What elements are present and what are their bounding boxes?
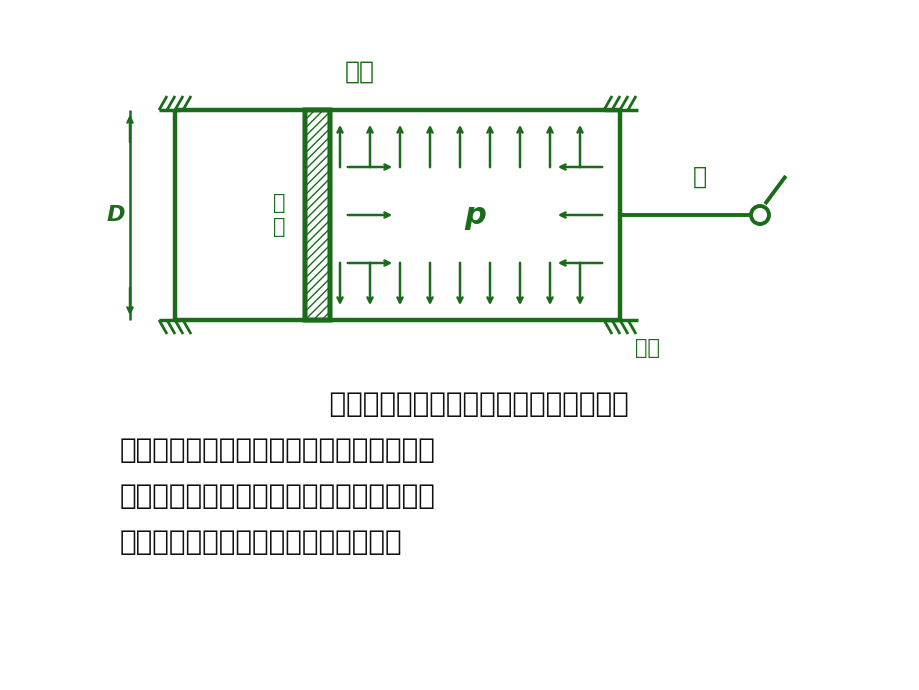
Bar [305, 110, 330, 320]
Text: 仅连接汽缸缸体和汽缸盖的螺栓承受轴向拉: 仅连接汽缸缸体和汽缸盖的螺栓承受轴向拉 [119, 436, 436, 464]
Text: D: D [107, 205, 125, 225]
Text: 约束，因而也是承受轴向载荷的杆件。: 约束，因而也是承受轴向载荷的杆件。 [119, 528, 403, 556]
Bar [305, 110, 330, 320]
Bar [305, 110, 330, 320]
Circle shape [750, 206, 768, 224]
Text: 螺栓: 螺栓 [634, 338, 659, 358]
Text: p: p [463, 201, 485, 230]
Text: 气缸: 气缸 [345, 60, 375, 84]
Bar [305, 110, 330, 320]
Text: 由汽缸、活塞、连杆所组成的机构中，不: 由汽缸、活塞、连杆所组成的机构中，不 [290, 390, 629, 418]
Text: 活: 活 [272, 193, 285, 213]
Text: 塞: 塞 [272, 217, 285, 237]
Text: 力，带动活塞运动的连杆由于两端都是馓链: 力，带动活塞运动的连杆由于两端都是馓链 [119, 482, 436, 510]
Text: 杆: 杆 [692, 165, 707, 189]
